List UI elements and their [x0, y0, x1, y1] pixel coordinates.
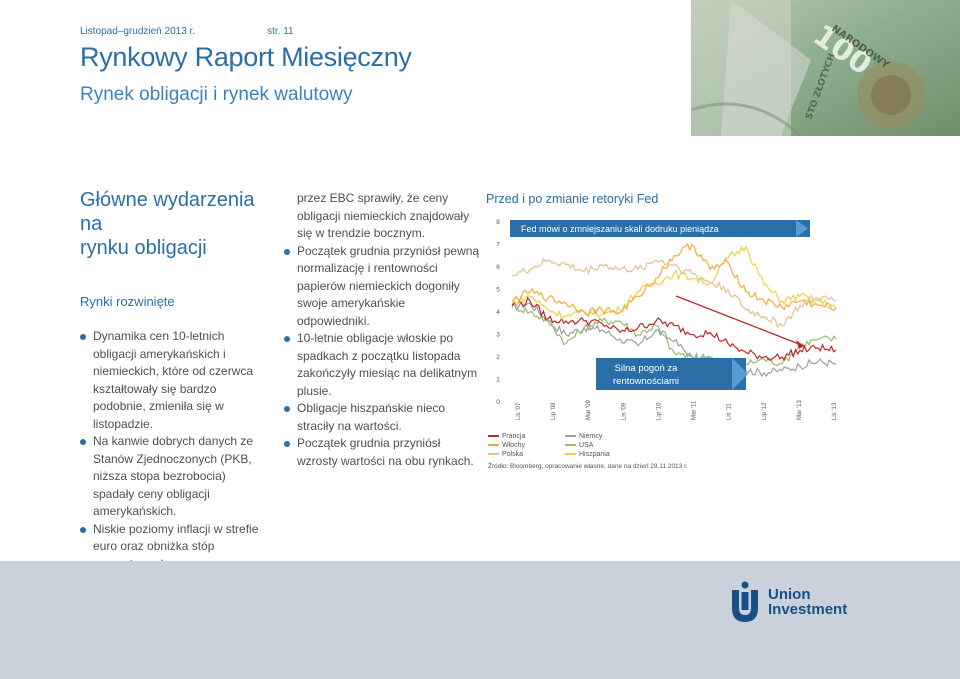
x-tick-label: Mar '09 — [586, 400, 592, 420]
section-title: Główne wydarzenia na rynku obligacji — [80, 188, 270, 260]
annotation-arrow-fed — [796, 220, 808, 237]
legend-label: Polska — [502, 451, 524, 458]
annotation-text-pogon-line1: Silna pogoń za — [615, 363, 679, 374]
logo-line2: Investment — [768, 601, 848, 618]
y-tick-label: 8 — [496, 219, 500, 226]
report-date: Listopad–grudzień 2013 r. — [80, 26, 196, 37]
section-title-line2: rynku obligacji — [80, 237, 207, 259]
x-tick-label: Lis '13 — [832, 402, 838, 420]
x-tick-label: Lis '11 — [727, 403, 733, 420]
x-tick-label: Lip '08 — [551, 402, 557, 420]
x-tick-label: Lis '09 — [621, 402, 627, 420]
series-line-włochy — [511, 242, 837, 316]
chart-title: Przed i po zmianie retoryki Fed — [486, 192, 659, 206]
region-heading: Rynki rozwinięte — [80, 294, 175, 309]
y-tick-label: 4 — [496, 309, 500, 316]
series-line-usa — [511, 302, 837, 367]
x-tick-label: Lip '10 — [656, 402, 662, 420]
bullet-item: Początek grudnia przyniósł pewną normali… — [284, 243, 480, 331]
legend-label: Francja — [502, 433, 526, 440]
legend-item-hiszpania: Hiszpania — [565, 451, 610, 458]
annotation-text-fed: Fed mówi o zmniejszaniu skali dodruku pi… — [521, 224, 719, 234]
page-number: str. 11 — [267, 26, 294, 37]
series-line-niemcy — [511, 300, 837, 378]
banknote-photo: 100 NARODOWY STO ZŁOTYCH — [691, 0, 960, 136]
page-title: Rynkowy Raport Miesięczny — [80, 42, 412, 72]
x-tick-label: Lip '12 — [762, 402, 768, 420]
y-tick-label: 3 — [496, 332, 500, 339]
legend-item-usa: USA — [565, 442, 593, 449]
x-tick-label: Mar '13 — [797, 400, 803, 420]
page-subtitle: Rynek obligacji i rynek walutowy — [80, 84, 353, 105]
middle-column: przez EBC sprawiły, że ceny obligacji ni… — [284, 190, 480, 470]
bullet-item: 10-letnie obligacje włoskie po spadkach … — [284, 330, 480, 400]
legend-item-wlochy: Włochy — [488, 442, 525, 449]
series-line-francja — [511, 296, 837, 362]
y-tick-label: 0 — [496, 399, 500, 406]
legend-label: Włochy — [502, 442, 525, 449]
y-tick-label: 6 — [496, 264, 500, 271]
annotation-arrow-pogon — [732, 358, 748, 390]
annotation-box-fed — [510, 220, 810, 237]
bullet-item: Obligacje hiszpańskie nieco straciły na … — [284, 400, 480, 435]
section-title-line1: Główne wydarzenia na — [80, 189, 255, 235]
paragraph-continuation: przez EBC sprawiły, że ceny obligacji ni… — [297, 191, 470, 240]
bullet-item: Dynamika cen 10-letnich obligacji ameryk… — [80, 328, 270, 433]
y-tick-label: 5 — [496, 287, 500, 294]
chart-panel: Przed i po zmianie retoryki Fed 0 1 2 3 4 5 6 7… — [486, 192, 846, 482]
legend-label: USA — [579, 442, 594, 449]
chart-source: Źródło: Bloomberg, opracowanie własne, d… — [488, 463, 688, 470]
logo-line1: Union — [768, 586, 811, 603]
series-line-polska — [511, 257, 837, 329]
y-tick-label: 1 — [496, 377, 500, 384]
y-tick-label: 7 — [496, 242, 500, 249]
y-tick-label: 2 — [496, 354, 500, 361]
trend-arrow-head — [796, 340, 804, 349]
legend-item-polska: Polska — [488, 451, 523, 458]
legend-item-niemcy: Niemcy — [565, 433, 602, 440]
bullet-list-left: Dynamika cen 10-letnich obligacji ameryk… — [80, 328, 270, 573]
annotation-text-pogon-line2: rentownościami — [613, 376, 679, 387]
x-tick-label: Lis '07 — [516, 402, 522, 420]
bullet-item: Początek grudnia przyniósł wzrosty warto… — [284, 435, 480, 470]
trend-arrow-line — [675, 295, 805, 347]
left-column: Główne wydarzenia na rynku obligacji Ryn… — [80, 188, 270, 573]
logo-wordmark: Union Investment — [768, 587, 847, 617]
legend-label: Niemcy — [579, 433, 603, 440]
legend-label: Hiszpania — [579, 451, 610, 458]
series-line-hiszpania — [511, 245, 837, 320]
annotation-box-pogon — [596, 358, 746, 390]
bullet-item: Na kanwie dobrych danych ze Stanów Zjedn… — [80, 433, 270, 521]
header-meta: Listopad–grudzień 2013 r. str. 11 — [80, 26, 294, 37]
line-chart: 0 1 2 3 4 5 6 7 8 Lis '07 Lip '08 Mar '09 Lis '09 Lip… — [496, 219, 838, 420]
legend-item-francja: Francja — [488, 433, 525, 440]
footer-band — [0, 561, 960, 679]
x-tick-label: Mar '11 — [692, 400, 698, 420]
union-investment-logo-icon — [732, 581, 758, 622]
bullet-list-middle: Początek grudnia przyniósł pewną normali… — [284, 243, 480, 471]
